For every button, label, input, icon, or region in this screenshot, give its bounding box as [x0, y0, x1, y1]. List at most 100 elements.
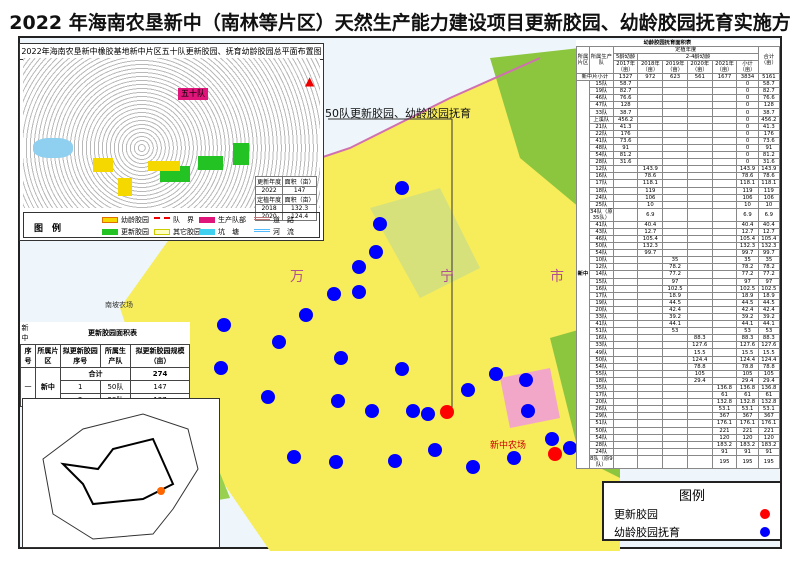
table-row: 12队 78.2 78.2 78.2	[577, 263, 781, 272]
cell	[711, 277, 738, 286]
cell: 10队	[588, 256, 614, 265]
cell	[711, 115, 738, 124]
cell	[612, 376, 639, 385]
cell: 41.3	[757, 122, 781, 131]
cell: 78.2	[757, 263, 781, 272]
legend-label: 坑 塘	[218, 228, 239, 236]
cell: 88.3	[686, 334, 713, 343]
cell	[637, 115, 664, 124]
cell: 33队	[588, 312, 614, 322]
cell: 49队	[588, 348, 614, 357]
cell: 77.2	[757, 270, 781, 279]
cell: 183.2	[757, 440, 781, 449]
cell: 33队	[588, 108, 614, 117]
table-row: 12队 143.9 143.9 143.9	[577, 165, 781, 174]
cell	[686, 122, 713, 131]
cell	[711, 327, 738, 336]
cell: 35	[662, 256, 688, 265]
cell: 28队	[588, 440, 614, 449]
cell	[711, 312, 738, 322]
cell: 17队	[588, 179, 614, 188]
cell	[686, 234, 713, 244]
cell: 124.4	[736, 355, 759, 364]
cell	[662, 242, 688, 251]
cell: 41.3	[612, 122, 639, 131]
legend-item: 更新胶园	[102, 227, 149, 237]
map-callout: 50队更新胶园、幼龄胶园抚育	[325, 107, 471, 120]
cell	[662, 341, 688, 350]
header-cell: 所属生产队	[99, 344, 132, 368]
legend-title: 图例	[678, 489, 705, 504]
cell: 35队	[588, 383, 614, 393]
table-row: 17队 118.1 118.1 118.1	[577, 179, 781, 188]
table-row: 34队（原35队） 6.9 6.9 6.9	[577, 207, 781, 222]
cell	[637, 362, 664, 371]
cell	[662, 129, 688, 138]
table-row: 51队 53 53 53	[577, 327, 781, 336]
cell: 136.8	[711, 383, 738, 393]
cell	[612, 334, 639, 343]
cell: 19队	[588, 298, 614, 307]
cell	[711, 305, 738, 315]
cell	[686, 227, 713, 236]
cell	[612, 312, 639, 322]
cell: 12队	[588, 165, 614, 174]
cell	[662, 419, 688, 428]
cell: 53.1	[711, 405, 738, 414]
cell: 106	[637, 193, 664, 202]
table-row: 50队 221 221 221	[577, 426, 781, 435]
cell	[662, 200, 688, 209]
cell	[662, 151, 688, 160]
cell: 456.2	[757, 115, 781, 124]
cell: 50队	[588, 242, 614, 251]
cell: 623	[662, 72, 688, 82]
cell: 14队	[588, 270, 614, 279]
cell: 99.7	[736, 249, 759, 258]
table-row: 28队 183.2 183.2 183.2	[577, 440, 781, 449]
cell	[686, 454, 713, 469]
cell	[612, 193, 639, 202]
cell	[662, 234, 688, 244]
cell: 132.3	[736, 242, 759, 251]
cell	[637, 398, 664, 407]
table-row: 48队 91 0 91	[577, 143, 781, 153]
cell	[612, 207, 639, 222]
cell	[711, 172, 738, 181]
legend-item: 队 界	[154, 215, 194, 225]
cell: 16队	[588, 334, 614, 343]
cell: 2017年（亩）	[612, 60, 639, 74]
cell: 12.7	[637, 227, 664, 236]
red-dot-icon	[760, 509, 770, 519]
hainan-location-map	[22, 398, 220, 548]
cell: 0	[736, 115, 759, 124]
cell	[612, 348, 639, 357]
cell	[686, 412, 713, 421]
cell	[686, 249, 713, 258]
cell	[637, 391, 664, 400]
cell	[637, 355, 664, 364]
cell: 76.6	[757, 94, 781, 103]
cell: 8队（原9队）	[588, 454, 614, 469]
legend-item-renewal: 更新胶园	[604, 506, 780, 522]
cell: 0	[736, 151, 759, 160]
cell: 1677	[711, 72, 738, 82]
cell	[637, 143, 664, 153]
cell	[686, 320, 713, 329]
place-label: 新中农场	[490, 441, 527, 451]
cell	[612, 200, 639, 209]
young-plantation-marker	[519, 373, 533, 387]
place-label: 南坡农场	[105, 301, 133, 309]
cell: 40.4	[757, 220, 781, 229]
table-row: 16队 78.6 78.6 78.6	[577, 172, 781, 181]
cell	[711, 220, 738, 229]
cell: 78.8	[736, 362, 759, 371]
cell	[612, 433, 639, 442]
cell: 39.2	[662, 312, 688, 322]
cell	[612, 362, 639, 371]
cell: 561	[686, 72, 713, 82]
header-cell: 序号	[20, 344, 36, 368]
table-row: 17队 18.9 18.9 18.9	[577, 291, 781, 300]
cell: 15.5	[757, 348, 781, 357]
cell	[711, 355, 738, 364]
cell	[686, 193, 713, 202]
